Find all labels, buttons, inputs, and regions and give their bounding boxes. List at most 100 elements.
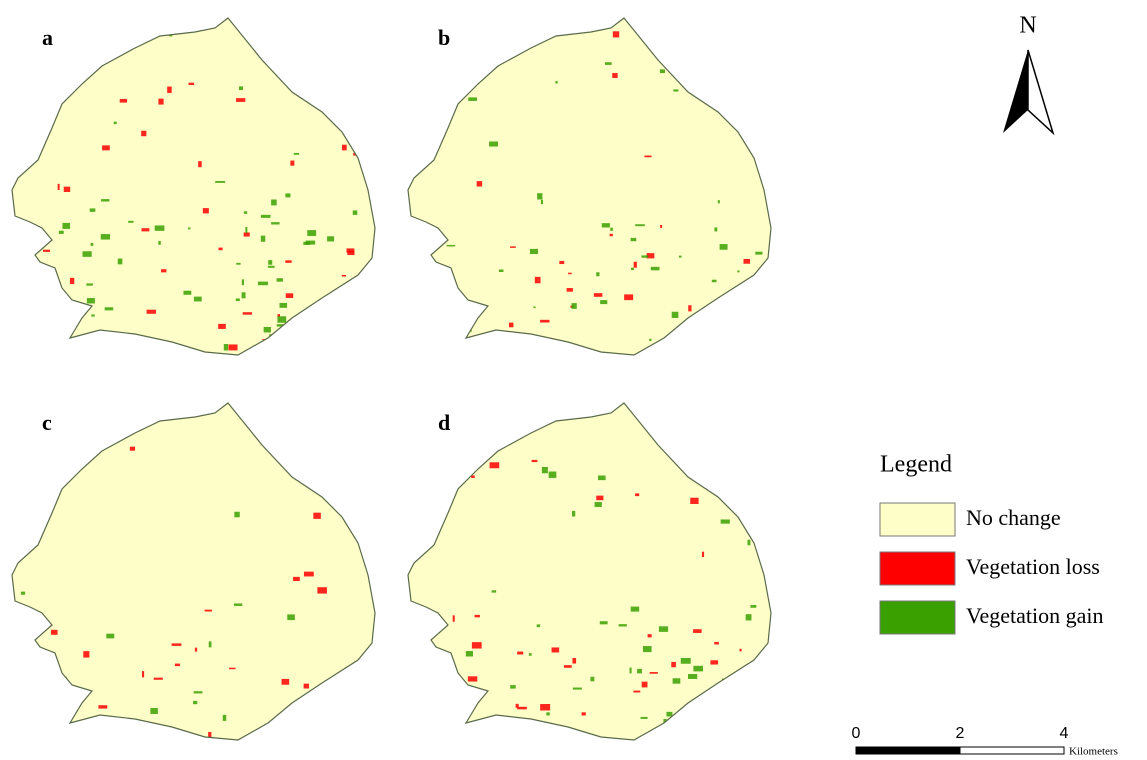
gain-pixel [713, 719, 720, 724]
loss-pixel [89, 424, 94, 426]
gain-pixel [673, 678, 681, 683]
gain-pixel [462, 726, 465, 729]
gain-pixel [499, 269, 504, 272]
north-arrow: N [1003, 13, 1053, 134]
gain-pixel [737, 270, 739, 272]
loss-pixel [431, 663, 438, 665]
gain-pixel [672, 312, 679, 318]
loss-pixel [347, 27, 356, 29]
gain-pixel [18, 348, 22, 350]
loss-pixel [98, 705, 107, 708]
gain-pixel [319, 330, 325, 335]
gain-pixel [114, 122, 117, 125]
loss-pixel [70, 278, 74, 284]
gain-pixel [676, 728, 683, 734]
gain-pixel [724, 682, 727, 685]
gain-pixel [30, 98, 34, 100]
scale-unit: Kilometers [1069, 746, 1118, 758]
loss-pixel [58, 184, 60, 190]
loss-pixel [285, 260, 291, 263]
loss-pixel [342, 701, 349, 704]
gain-pixel [285, 193, 290, 197]
gain-pixel [537, 624, 540, 627]
gain-pixel [71, 62, 81, 68]
loss-pixel [198, 161, 202, 167]
loss-pixel [745, 724, 747, 729]
gain-pixel [596, 272, 599, 276]
gain-pixel [555, 81, 557, 84]
loss-pixel [472, 642, 482, 648]
gain-pixel [271, 222, 279, 224]
gain-pixel [573, 688, 582, 690]
gain-pixel [353, 210, 358, 215]
loss-pixel [28, 66, 31, 68]
gain-pixel [466, 738, 474, 741]
gain-pixel [542, 467, 548, 473]
loss-pixel [278, 405, 284, 407]
loss-pixel [415, 276, 423, 282]
gain-pixel [631, 607, 639, 612]
gain-pixel [118, 259, 123, 265]
gain-pixel [242, 279, 244, 285]
gain-pixel [571, 303, 576, 309]
gain-pixel [43, 347, 52, 353]
loss-pixel [650, 672, 658, 674]
gain-pixel [48, 274, 54, 276]
gain-pixel [301, 699, 308, 705]
gain-pixel [123, 339, 132, 344]
gain-pixel [190, 352, 195, 354]
loss-pixel [509, 323, 513, 328]
loss-pixel [286, 293, 293, 298]
gain-pixel [660, 69, 665, 73]
gain-pixel [673, 89, 678, 91]
loss-pixel [490, 462, 500, 468]
gain-pixel [307, 230, 316, 236]
gain-pixel [101, 234, 110, 240]
loss-pixel [710, 660, 718, 664]
gain-pixel [755, 252, 762, 255]
gain-pixel [346, 331, 351, 337]
loss-pixel [261, 345, 269, 347]
gain-pixel [549, 472, 557, 478]
gain-pixel [492, 590, 496, 592]
loss-pixel [517, 652, 523, 655]
gain-pixel [466, 351, 469, 355]
legend-label: Vegetation loss [966, 554, 1100, 579]
gain-pixel [422, 311, 426, 313]
gain-pixel [302, 24, 312, 27]
gain-pixel [261, 215, 271, 218]
gain-pixel [602, 223, 610, 227]
loss-pixel [452, 321, 455, 324]
loss-pixel [27, 344, 30, 349]
panel-label: c [42, 410, 52, 435]
gain-pixel [264, 327, 271, 333]
gain-pixel [277, 278, 283, 281]
gain-pixel [330, 111, 337, 115]
scale-tick-label: 4 [1060, 725, 1069, 742]
gain-pixel [509, 420, 515, 424]
loss-pixel [516, 704, 519, 708]
legend-swatch [880, 601, 955, 634]
loss-pixel [421, 638, 426, 643]
gain-pixel [444, 117, 451, 119]
gain-pixel [630, 668, 632, 674]
gain-pixel [537, 193, 542, 199]
panel-label: d [438, 410, 450, 435]
loss-pixel [536, 730, 538, 736]
gain-pixel [598, 476, 606, 481]
arrow-right [1028, 50, 1053, 133]
gain-pixel [728, 680, 731, 684]
loss-pixel [208, 732, 211, 737]
gain-pixel [688, 674, 697, 679]
gain-pixel [679, 256, 682, 258]
loss-pixel [759, 701, 768, 704]
gain-pixel [718, 200, 720, 203]
loss-pixel [754, 294, 763, 300]
gain-pixel [90, 208, 96, 211]
loss-pixel [236, 98, 245, 102]
loss-pixel [739, 649, 741, 652]
loss-pixel [468, 676, 477, 681]
gain-pixel [105, 307, 114, 310]
loss-pixel [477, 727, 485, 729]
gain-pixel [631, 238, 637, 241]
